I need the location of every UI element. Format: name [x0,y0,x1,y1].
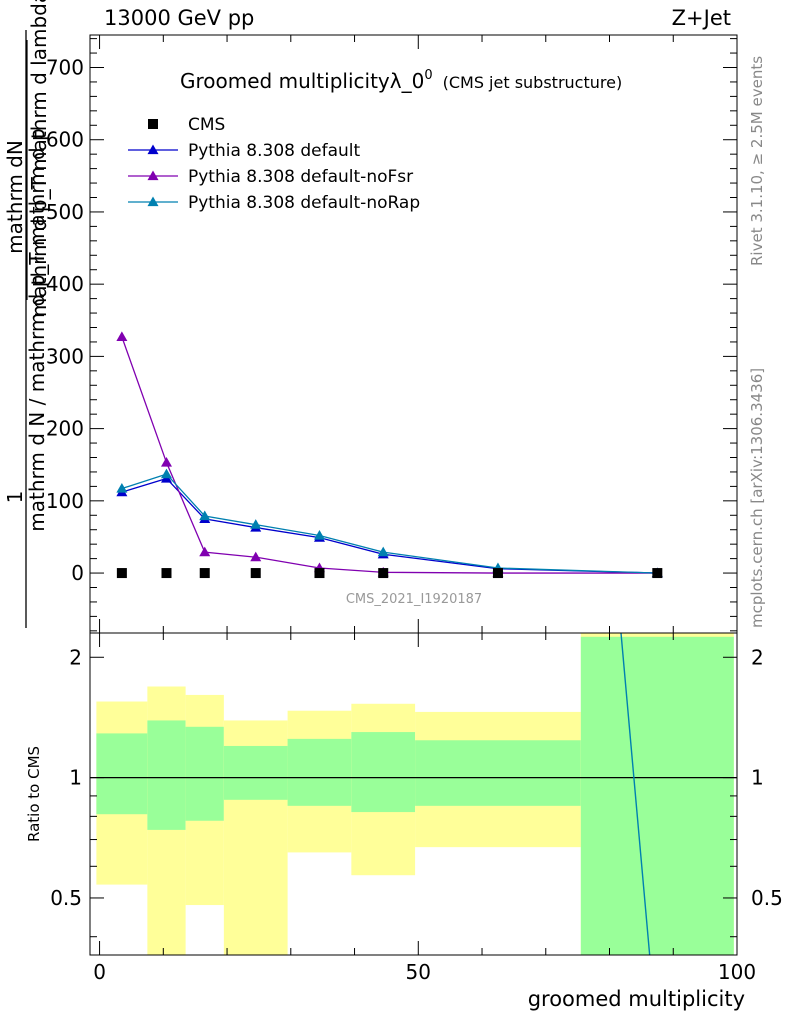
ratio-band-inner-0 [96,733,148,815]
cms-data-point [492,568,503,579]
main-ytick-label-2: 200 [46,417,84,441]
ratio-ytick-label-right-0: 0.5 [751,886,783,910]
ratio-xtick-label-2: 100 [718,960,756,984]
main-ytick-label-7: 700 [46,56,84,80]
main-ytick-label-3: 300 [46,344,84,368]
header-beam: 13000 GeV pp [104,6,255,30]
series-line-3 [121,473,658,574]
series-3-point [250,519,262,529]
series-3-point [160,468,172,479]
series-3-point [116,483,128,493]
ylabel-left: mathrm d N / mathrm d p_T mathrm d p [25,128,49,531]
watermark: CMS_2021_I1920187 [346,592,482,607]
series-3-point [377,546,389,557]
ratio-bands [90,633,737,955]
cms-data-point [161,568,172,579]
ratio-band-inner-3 [223,745,288,800]
ratio-band-inner-4 [287,738,352,806]
ratio-ytick-label-right-2: 2 [751,645,764,669]
cms-data-point [199,568,210,579]
ratio-line-0 [620,633,651,955]
ylabel-prefactor: 1 [3,491,27,504]
main-ytick-label-5: 500 [46,200,84,224]
ratio-y-axis-label: Ratio to CMS [25,746,43,842]
series-3-point [313,530,325,540]
chart-subtitle: (CMS jet substructure) [443,73,623,92]
ylabel-fraction-bottom: mathrm d p_T mathrm d lambda [27,0,51,317]
ylabel-fraction-top: mathrm dN [3,140,27,254]
mcplots-label: mcplots.cern.ch [arXiv:1306.3436] [748,368,766,628]
chart-title-superscript: 0 [424,68,432,83]
main-ytick-label-1: 100 [46,489,84,513]
series-3-point [199,510,211,521]
ratio-band-inner-7 [580,636,734,955]
cms-data-point [116,568,127,579]
cms-data-point [250,568,261,579]
ratio-band-inner-2 [185,726,224,821]
legend-marker-0 [148,119,158,129]
ratio-ytick-label-left-1: 1 [69,766,82,790]
ratio-ytick-label-left-2: 2 [69,645,82,669]
cms-data-point [652,568,663,579]
cms-data-point [314,568,325,579]
legend-marker-2 [147,170,159,181]
legend-label-1: Pythia 8.308 default [188,141,361,161]
cms-data-point [378,568,389,579]
series-line-1 [121,477,658,574]
main-ytick-label-6: 600 [46,128,84,152]
main-ytick-label-4: 400 [46,272,84,296]
ratio-xtick-label-0: 0 [93,960,106,984]
legend-label-0: CMS [188,115,225,135]
legend-label-2: Pythia 8.308 default-noFsr [188,167,413,187]
series-2-point [160,457,172,467]
series-2-point [250,551,262,562]
ratio-ytick-label-left-0: 0.5 [50,886,82,910]
main-ytick-label-0: 0 [71,561,84,585]
rivet-label: Rivet 3.1.10, ≥ 2.5M events [748,56,766,266]
ratio-band-inner-5 [351,732,416,813]
x-axis-label: groomed multiplicity [528,987,745,1011]
legend-marker-1 [147,144,159,155]
header-process: Z+Jet [671,6,731,30]
series-2-point [116,331,128,342]
main-data [116,331,663,579]
series-line-2 [121,336,658,574]
legend-label-3: Pythia 8.308 default-noRap [188,193,420,213]
legend-marker-3 [147,196,159,207]
ratio-band-inner-1 [147,720,186,830]
ratio-ytick-label-right-1: 1 [751,766,764,790]
chart-title: Groomed multiplicityλ_00 (CMS jet substru… [180,68,622,93]
series-2-point [199,546,211,557]
ratio-band-inner-6 [415,740,581,806]
ratio-xtick-label-1: 50 [406,960,431,984]
ratio-plot-frame [89,632,738,956]
